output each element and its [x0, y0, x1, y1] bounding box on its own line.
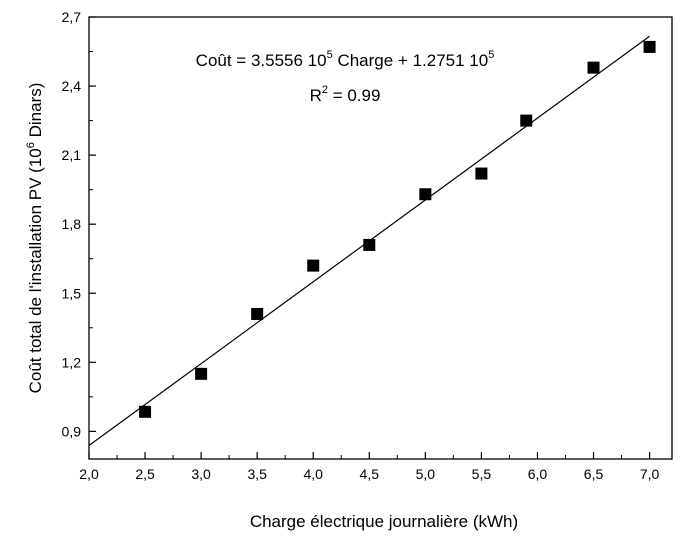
regression-equation: Coût = 3.5556 105 Charge + 1.2751 105: [196, 49, 495, 70]
y-tick-label: 1,5: [62, 285, 82, 301]
data-point: [475, 167, 488, 180]
x-tick-label: 7,0: [640, 466, 660, 482]
y-tick-label: 2,7: [62, 9, 82, 25]
y-axis-title-exponent: 6: [25, 142, 37, 148]
equation-part-a: Coût = 3.5556 10: [196, 51, 327, 70]
x-tick-label: 6,5: [584, 466, 604, 482]
x-tick-label: 5,0: [416, 466, 436, 482]
data-point: [363, 238, 376, 251]
data-point: [520, 114, 533, 127]
r2-value: = 0.99: [328, 86, 380, 105]
equation-part-b: Charge + 1.2751 10: [333, 51, 488, 70]
data-point: [251, 307, 264, 320]
x-tick-label: 4,0: [303, 466, 323, 482]
r2-base: R: [310, 86, 322, 105]
y-axis-title: Coût total de l'installation PV (106 Din…: [25, 83, 45, 394]
r2-exponent: 2: [322, 84, 328, 96]
x-tick-label: 5,5: [472, 466, 492, 482]
plot-frame: [88, 16, 673, 460]
y-tick-label: 2,1: [62, 147, 82, 163]
x-axis: 2,0 2,5 3,0 3,5 4,0 4,5 5,0 5,5 6,0 6,5 7,0: [79, 452, 660, 482]
x-tick-label: 2,0: [79, 466, 99, 482]
x-tick-label: 4,5: [360, 466, 380, 482]
y-axis-title-main: Coût total de l'installation PV (10: [26, 148, 45, 393]
equation-exponent-b: 5: [488, 49, 494, 61]
data-point: [195, 367, 208, 380]
x-tick-label: 3,0: [191, 466, 211, 482]
x-tick-label: 6,0: [528, 466, 548, 482]
x-axis-title: Charge électrique journalière (kWh): [250, 512, 518, 531]
y-tick-label: 0,9: [62, 423, 82, 439]
data-point: [419, 188, 432, 201]
x-tick-label: 2,5: [135, 466, 155, 482]
data-points: [139, 40, 656, 418]
y-tick-label: 1,2: [62, 354, 82, 370]
data-point: [587, 61, 600, 74]
x-tick-label: 3,5: [247, 466, 267, 482]
y-tick-label: 1,8: [62, 216, 82, 232]
y-tick-label: 2,4: [62, 78, 82, 94]
r-squared-label: R2 = 0.99: [310, 84, 381, 105]
y-axis: 0,9 1,2 1,5 1,8 2,1 2,4 2,7: [62, 9, 96, 439]
equation-exponent-a: 5: [327, 49, 333, 61]
y-axis-title-unit: Dinars): [26, 83, 45, 143]
data-point: [643, 40, 656, 53]
data-point: [139, 405, 152, 418]
data-point: [307, 259, 320, 272]
